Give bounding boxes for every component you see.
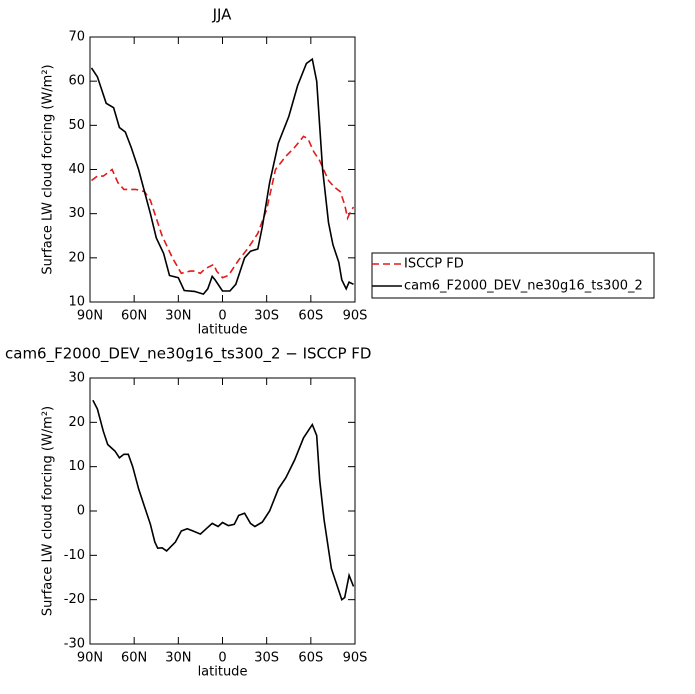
chart-title: JJA (212, 6, 233, 24)
x-tick-label: 60S (298, 651, 323, 666)
legend-label: cam6_F2000_DEV_ne30g16_ts300_2 (404, 279, 643, 294)
y-axis-label: Surface LW cloud forcing (W/m²) (41, 64, 56, 274)
y-tick-label: 60 (68, 74, 85, 89)
x-axis-label: latitude (198, 323, 248, 338)
y-tick-label: 0 (77, 504, 85, 519)
data-line (90, 57, 354, 296)
legend-box (371, 252, 655, 299)
data-line (91, 135, 355, 279)
y-tick-label: -20 (64, 592, 85, 607)
y-tick-label: 30 (68, 371, 85, 386)
x-tick-label: 90N (77, 651, 103, 666)
plot-frame (89, 377, 356, 645)
x-tick-label: 90N (77, 309, 103, 324)
x-tick-label: 90S (343, 651, 368, 666)
x-tick-label: 0 (218, 651, 226, 666)
x-tick-label: 0 (218, 309, 226, 324)
y-tick-label: -30 (64, 637, 85, 652)
y-axis-label: Surface LW cloud forcing (W/m²) (41, 406, 56, 616)
x-tick-label: 60S (298, 309, 323, 324)
y-tick-label: 40 (68, 162, 85, 177)
x-tick-label: 30N (165, 309, 191, 324)
data-line (92, 399, 355, 602)
x-tick-label: 30S (254, 309, 279, 324)
x-axis-label: latitude (198, 665, 248, 680)
x-tick-label: 30S (254, 651, 279, 666)
x-tick-label: 30N (165, 651, 191, 666)
chart-title: cam6_F2000_DEV_ne30g16_ts300_2 − ISCCP F… (5, 345, 371, 364)
y-tick-label: 30 (68, 206, 85, 221)
y-tick-label: 70 (68, 30, 85, 45)
y-tick-label: 50 (68, 118, 85, 133)
legend-label: ISCCP FD (404, 257, 464, 272)
y-tick-label: 20 (68, 250, 85, 265)
x-tick-label: 60N (121, 309, 147, 324)
y-tick-label: 10 (68, 295, 85, 310)
y-tick-label: 20 (68, 415, 85, 430)
y-tick-label: -10 (64, 548, 85, 563)
x-tick-label: 60N (121, 651, 147, 666)
x-tick-label: 90S (343, 309, 368, 324)
y-tick-label: 10 (68, 459, 85, 474)
